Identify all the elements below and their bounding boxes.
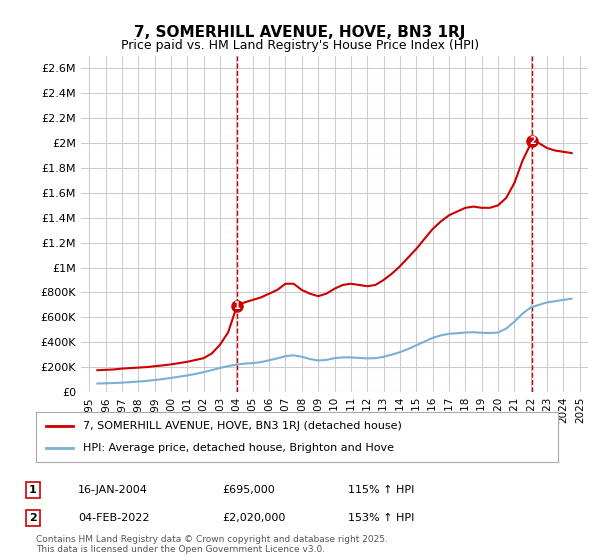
Text: HPI: Average price, detached house, Brighton and Hove: HPI: Average price, detached house, Brig… [83, 443, 394, 453]
Text: 2: 2 [529, 136, 536, 146]
Text: 16-JAN-2004: 16-JAN-2004 [78, 485, 148, 495]
Text: Contains HM Land Registry data © Crown copyright and database right 2025.
This d: Contains HM Land Registry data © Crown c… [36, 535, 388, 554]
Text: £695,000: £695,000 [222, 485, 275, 495]
Text: 115% ↑ HPI: 115% ↑ HPI [348, 485, 415, 495]
Text: 04-FEB-2022: 04-FEB-2022 [78, 513, 149, 523]
Text: 2: 2 [29, 513, 37, 523]
Text: 1: 1 [29, 485, 37, 495]
Text: 153% ↑ HPI: 153% ↑ HPI [348, 513, 415, 523]
Text: £2,020,000: £2,020,000 [222, 513, 286, 523]
Text: 1: 1 [233, 301, 241, 310]
Text: 7, SOMERHILL AVENUE, HOVE, BN3 1RJ: 7, SOMERHILL AVENUE, HOVE, BN3 1RJ [134, 25, 466, 40]
Text: 7, SOMERHILL AVENUE, HOVE, BN3 1RJ (detached house): 7, SOMERHILL AVENUE, HOVE, BN3 1RJ (deta… [83, 421, 402, 431]
Text: Price paid vs. HM Land Registry's House Price Index (HPI): Price paid vs. HM Land Registry's House … [121, 39, 479, 52]
